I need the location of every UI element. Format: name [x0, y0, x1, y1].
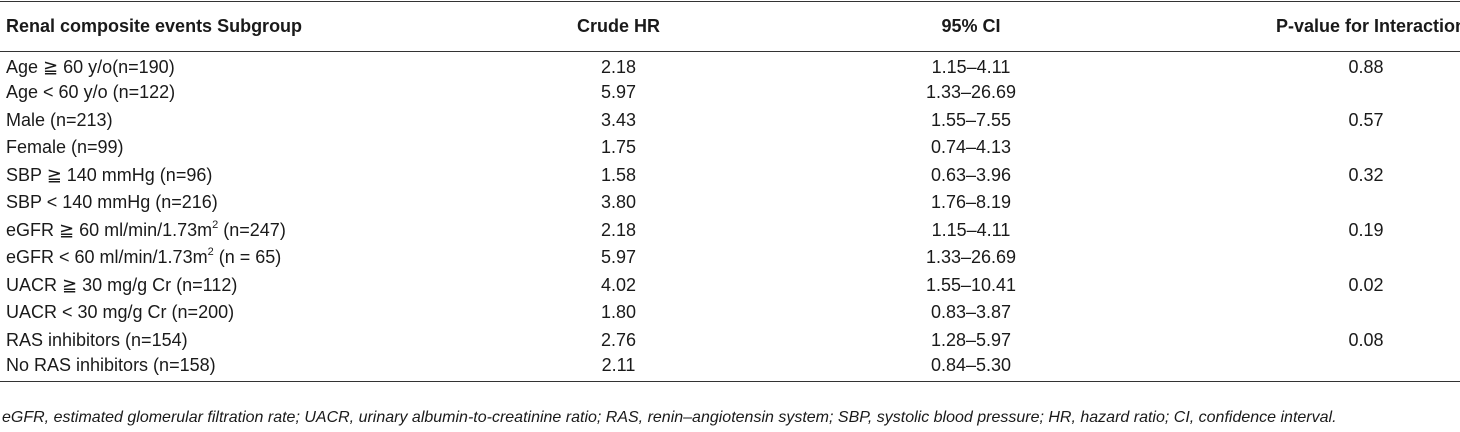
ci-cell: 0.84–5.30 [930, 355, 1012, 375]
hr-cell: 2.18 [600, 57, 637, 77]
subgroup-text: eGFR ≧ 60 ml/min/1.73m [6, 219, 213, 240]
table-row: No RAS inhibitors (n=158) 2.11 0.84–5.30 [0, 354, 1460, 382]
hr-cell: 2.18 [600, 219, 637, 240]
ci-cell: 0.74–4.13 [930, 137, 1012, 158]
table-row: eGFR < 60 ml/min/1.73m2 (n = 65) 5.97 1.… [0, 244, 1460, 272]
header-p-value: P-value for Interaction [1181, 1, 1460, 52]
subgroup-count: (n = 65) [213, 247, 282, 268]
subgroup-cell: SBP ≧ 140 mmHg (n=96) [6, 164, 213, 185]
subgroup-cell: No RAS inhibitors (n=158) [6, 355, 216, 375]
subgroup-cell: Female (n=99) [6, 137, 124, 158]
ci-cell: 1.33–26.69 [925, 82, 1017, 103]
hr-cell: 1.80 [600, 302, 637, 323]
ci-cell: 1.55–10.41 [925, 274, 1017, 295]
header-row: Renal composite events Subgroup Crude HR… [0, 1, 1460, 52]
hr-cell: 1.75 [600, 137, 637, 158]
hr-cell: 3.80 [600, 192, 637, 213]
superscript: 2 [207, 246, 214, 259]
table-row: Female (n=99) 1.75 0.74–4.13 [0, 134, 1460, 162]
table-row: UACR < 30 mg/g Cr (n=200) 1.80 0.83–3.87 [0, 299, 1460, 327]
ci-cell: 1.15–4.11 [931, 57, 1011, 77]
subgroup-cell: eGFR < 60 ml/min/1.73m2 (n = 65) [0, 244, 476, 272]
p-value-cell: 0.02 [1348, 274, 1384, 295]
subgroup-cell: SBP < 140 mmHg (n=216) [6, 192, 218, 213]
ci-cell: 0.83–3.87 [930, 302, 1012, 323]
table-row: UACR ≧ 30 mg/g Cr (n=112) 4.02 1.55–10.4… [0, 272, 1460, 300]
table-footnote: eGFR, estimated glomerular filtration ra… [2, 409, 1337, 426]
p-value-cell [1181, 354, 1460, 382]
p-value-cell [1181, 244, 1460, 272]
ci-cell: 1.55–7.55 [930, 109, 1012, 130]
superscript: 2 [212, 218, 219, 231]
table-row: RAS inhibitors (n=154) 2.76 1.28–5.97 0.… [0, 327, 1460, 355]
p-value-cell: 0.32 [1348, 164, 1384, 185]
hr-cell: 5.97 [600, 82, 637, 103]
hr-cell: 2.11 [601, 355, 636, 375]
header-crude-hr: Crude HR [476, 1, 761, 52]
ci-cell: 1.76–8.19 [930, 192, 1012, 213]
table-row: Male (n=213) 3.43 1.55–7.55 0.57 [0, 107, 1460, 135]
subgroup-cell: eGFR ≧ 60 ml/min/1.73m2 (n=247) [0, 217, 476, 245]
subgroup-cell: Male (n=213) [6, 109, 113, 130]
subgroup-cell: RAS inhibitors (n=154) [6, 329, 188, 350]
subgroup-cell: UACR < 30 mg/g Cr (n=200) [6, 302, 235, 323]
p-value-cell: 0.19 [1348, 219, 1384, 240]
table-row: SBP < 140 mmHg (n=216) 3.80 1.76–8.19 [0, 189, 1460, 217]
header-subgroup: Renal composite events Subgroup [0, 1, 476, 52]
header-ci: 95% CI [761, 1, 1181, 52]
hr-cell: 2.76 [600, 329, 637, 350]
p-value-cell: 0.88 [1348, 57, 1384, 77]
ci-cell: 1.28–5.97 [930, 329, 1012, 350]
subgroup-cell: UACR ≧ 30 mg/g Cr (n=112) [6, 274, 238, 295]
hr-cell: 1.58 [600, 164, 637, 185]
table-row: SBP ≧ 140 mmHg (n=96) 1.58 0.63–3.96 0.3… [0, 162, 1460, 190]
table-row: Age ≧ 60 y/o(n=190) 2.18 1.15–4.11 0.88 [0, 52, 1460, 80]
p-value-cell [1181, 189, 1460, 217]
table-row: Age < 60 y/o (n=122) 5.97 1.33–26.69 [0, 79, 1460, 107]
ci-cell: 1.33–26.69 [925, 247, 1017, 268]
ci-cell: 1.15–4.11 [931, 219, 1011, 240]
p-value-cell [1181, 134, 1460, 162]
p-value-cell [1181, 299, 1460, 327]
p-value-cell [1181, 79, 1460, 107]
table-row: eGFR ≧ 60 ml/min/1.73m2 (n=247) 2.18 1.1… [0, 217, 1460, 245]
subgroup-cell: Age < 60 y/o (n=122) [6, 82, 176, 103]
subgroup-text: eGFR < 60 ml/min/1.73m [6, 247, 208, 268]
p-value-cell: 0.57 [1348, 109, 1384, 130]
p-value-cell: 0.08 [1348, 329, 1384, 350]
table-body: Age ≧ 60 y/o(n=190) 2.18 1.15–4.11 0.88 … [0, 52, 1460, 382]
subgroup-cell: Age ≧ 60 y/o(n=190) [6, 57, 175, 77]
subgroup-count: (n=247) [218, 219, 286, 240]
hr-cell: 3.43 [600, 109, 637, 130]
table-header: Renal composite events Subgroup Crude HR… [0, 1, 1460, 52]
subgroup-table: Renal composite events Subgroup Crude HR… [0, 1, 1460, 382]
ci-cell: 0.63–3.96 [930, 164, 1012, 185]
hr-cell: 5.97 [600, 247, 637, 268]
hr-cell: 4.02 [600, 274, 637, 295]
